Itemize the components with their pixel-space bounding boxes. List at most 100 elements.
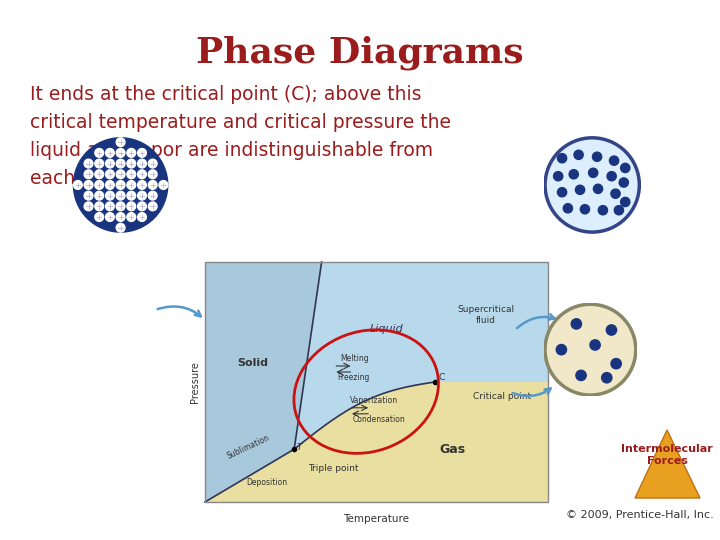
Circle shape bbox=[607, 172, 616, 181]
Text: It ends at the critical point (C); above this
critical temperature and critical : It ends at the critical point (C); above… bbox=[30, 85, 451, 188]
Circle shape bbox=[609, 156, 618, 165]
Polygon shape bbox=[205, 262, 322, 502]
Circle shape bbox=[106, 170, 114, 179]
Circle shape bbox=[557, 345, 567, 355]
Circle shape bbox=[84, 202, 93, 211]
Circle shape bbox=[598, 206, 608, 215]
Text: Liquid: Liquid bbox=[370, 324, 404, 334]
Circle shape bbox=[95, 159, 104, 168]
Circle shape bbox=[148, 180, 157, 190]
Circle shape bbox=[545, 304, 636, 395]
Text: Freezing: Freezing bbox=[338, 373, 369, 382]
Circle shape bbox=[116, 180, 125, 190]
Circle shape bbox=[571, 319, 582, 329]
Circle shape bbox=[95, 213, 104, 221]
Text: T: T bbox=[296, 443, 302, 452]
Circle shape bbox=[580, 205, 590, 214]
Circle shape bbox=[148, 170, 157, 179]
Circle shape bbox=[127, 148, 135, 157]
Circle shape bbox=[116, 148, 125, 157]
Circle shape bbox=[148, 191, 157, 200]
Circle shape bbox=[127, 180, 135, 190]
Circle shape bbox=[127, 213, 135, 221]
Circle shape bbox=[84, 180, 93, 190]
Circle shape bbox=[138, 191, 146, 200]
Circle shape bbox=[127, 159, 135, 168]
Circle shape bbox=[95, 180, 104, 190]
Circle shape bbox=[563, 204, 572, 213]
Circle shape bbox=[557, 187, 567, 197]
Circle shape bbox=[574, 150, 583, 159]
Circle shape bbox=[557, 153, 567, 163]
Circle shape bbox=[95, 148, 104, 157]
Circle shape bbox=[116, 159, 125, 168]
Circle shape bbox=[106, 191, 114, 200]
Text: Pressure: Pressure bbox=[190, 361, 200, 403]
Circle shape bbox=[148, 159, 157, 168]
Circle shape bbox=[554, 172, 563, 181]
Circle shape bbox=[95, 191, 104, 200]
Text: Vaporization: Vaporization bbox=[350, 396, 398, 405]
Text: Intermolecular
Forces: Intermolecular Forces bbox=[621, 444, 713, 466]
Circle shape bbox=[621, 197, 630, 207]
Circle shape bbox=[614, 206, 624, 215]
Circle shape bbox=[106, 159, 114, 168]
Circle shape bbox=[588, 168, 598, 178]
Polygon shape bbox=[635, 430, 700, 498]
Text: Critical point: Critical point bbox=[472, 392, 531, 401]
Circle shape bbox=[106, 213, 114, 221]
Circle shape bbox=[116, 138, 125, 146]
Circle shape bbox=[116, 191, 125, 200]
Circle shape bbox=[593, 184, 603, 193]
Circle shape bbox=[611, 359, 621, 369]
Circle shape bbox=[138, 202, 146, 211]
Circle shape bbox=[138, 180, 146, 190]
Circle shape bbox=[116, 202, 125, 211]
Text: Supercritical
fluid: Supercritical fluid bbox=[458, 305, 515, 325]
Circle shape bbox=[159, 180, 168, 190]
Text: © 2009, Prentice-Hall, Inc.: © 2009, Prentice-Hall, Inc. bbox=[566, 510, 714, 520]
Circle shape bbox=[575, 185, 585, 194]
Circle shape bbox=[619, 178, 629, 187]
Circle shape bbox=[569, 170, 578, 179]
Circle shape bbox=[593, 152, 602, 161]
Text: Condensation: Condensation bbox=[353, 415, 406, 424]
Circle shape bbox=[576, 370, 586, 381]
Text: Phase Diagrams: Phase Diagrams bbox=[196, 35, 524, 70]
Circle shape bbox=[602, 373, 612, 383]
Text: Temperature: Temperature bbox=[343, 514, 410, 524]
Circle shape bbox=[84, 191, 93, 200]
Circle shape bbox=[138, 170, 146, 179]
Circle shape bbox=[138, 148, 146, 157]
Circle shape bbox=[127, 191, 135, 200]
Polygon shape bbox=[294, 262, 548, 449]
Circle shape bbox=[127, 170, 135, 179]
Circle shape bbox=[73, 138, 168, 232]
Circle shape bbox=[590, 340, 600, 350]
Polygon shape bbox=[205, 262, 548, 502]
Circle shape bbox=[106, 148, 114, 157]
Circle shape bbox=[95, 202, 104, 211]
Circle shape bbox=[138, 213, 146, 221]
Circle shape bbox=[116, 213, 125, 221]
Text: Gas: Gas bbox=[439, 443, 465, 456]
Text: Triple point: Triple point bbox=[308, 464, 359, 473]
Circle shape bbox=[106, 202, 114, 211]
Circle shape bbox=[116, 170, 125, 179]
Circle shape bbox=[138, 159, 146, 168]
Circle shape bbox=[148, 202, 157, 211]
Circle shape bbox=[84, 170, 93, 179]
Text: Sublimation: Sublimation bbox=[225, 433, 271, 461]
Circle shape bbox=[611, 189, 620, 198]
Text: Solid: Solid bbox=[238, 358, 269, 368]
Text: Melting: Melting bbox=[341, 354, 369, 363]
Circle shape bbox=[127, 202, 135, 211]
Circle shape bbox=[106, 180, 114, 190]
Circle shape bbox=[73, 180, 82, 190]
Text: C: C bbox=[438, 373, 445, 382]
Text: Deposition: Deposition bbox=[246, 478, 287, 487]
Circle shape bbox=[621, 163, 630, 173]
Circle shape bbox=[84, 159, 93, 168]
Circle shape bbox=[95, 170, 104, 179]
Circle shape bbox=[606, 325, 616, 335]
